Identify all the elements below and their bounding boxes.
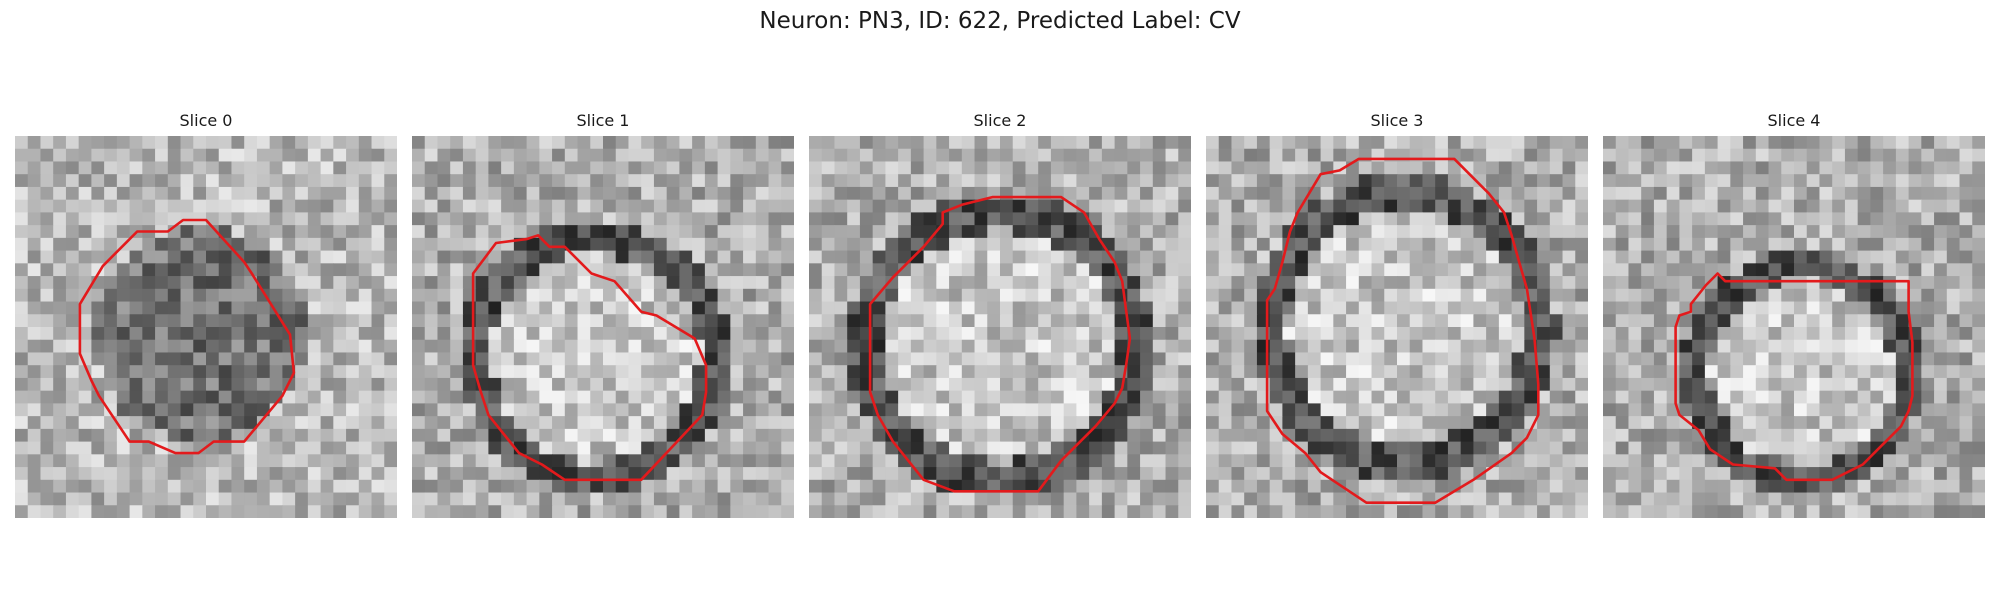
slice-panel: Slice 1 [412,110,794,518]
slice-title: Slice 0 [179,111,233,130]
slice-title: Slice 4 [1767,111,1821,130]
slice-panel: Slice 4 [1603,110,1985,518]
slice-image [1603,136,1985,518]
slice-title: Slice 1 [576,111,630,130]
segmentation-contour [471,234,708,482]
slice-title: Slice 2 [973,111,1027,130]
segmentation-contour [78,218,296,455]
slice-panel: Slice 0 [15,110,397,518]
slice-image [412,136,794,518]
slice-image [15,136,397,518]
slice-image [1206,136,1588,518]
segmentation-contour [1674,272,1914,482]
figure-title: Neuron: PN3, ID: 622, Predicted Label: C… [759,8,1241,34]
segmentation-contour [868,195,1132,493]
slice-panel: Slice 3 [1206,110,1588,518]
slice-panel: Slice 2 [809,110,1191,518]
slice-image [809,136,1191,518]
slice-title: Slice 3 [1370,111,1424,130]
segmentation-contour [1265,157,1540,505]
